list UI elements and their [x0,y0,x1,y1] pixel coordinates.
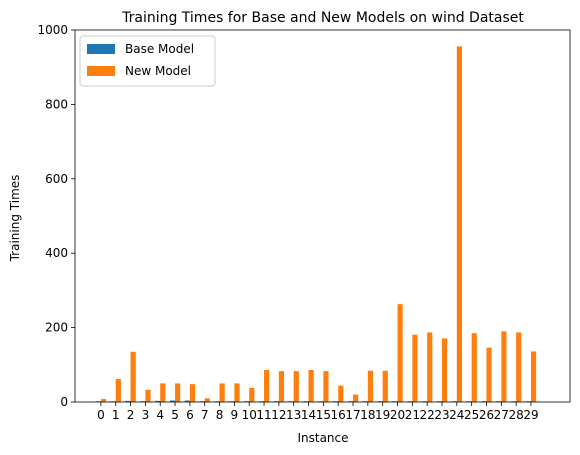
x-tick-label-29: 29 [523,408,538,422]
bar-new-0 [101,399,106,402]
y-tick-label-800: 800 [45,97,68,111]
bar-new-8 [220,383,225,402]
y-tick-label-200: 200 [45,321,68,335]
x-tick-label-4: 4 [156,408,164,422]
y-tick-label-0: 0 [60,395,68,409]
x-tick-label-14: 14 [301,408,316,422]
legend: Base Model New Model [80,36,215,86]
x-axis-label: Instance [297,431,348,445]
x-tick-label-19: 19 [375,408,390,422]
x-tick-label-22: 22 [420,408,435,422]
bar-new-3 [145,390,150,402]
bar-new-26 [486,348,491,402]
x-tick-label-27: 27 [494,408,509,422]
bar-new-22 [427,332,432,402]
x-tick-label-16: 16 [331,408,346,422]
x-tick-label-8: 8 [216,408,224,422]
x-tick-label-26: 26 [479,408,494,422]
x-tick-label-25: 25 [464,408,479,422]
x-tick-label-6: 6 [186,408,194,422]
x-tick-label-15: 15 [316,408,331,422]
bar-new-13 [294,371,299,402]
bar-new-9 [234,383,239,402]
bar-new-20 [398,304,403,402]
bar-new-21 [412,335,417,402]
x-tick-label-28: 28 [509,408,524,422]
bar-new-7 [205,398,210,402]
legend-swatch-base [87,44,115,54]
bar-new-17 [353,395,358,402]
legend-label-base: Base Model [125,42,194,56]
x-tick-label-24: 24 [449,408,464,422]
bar-new-28 [516,332,521,402]
bar-new-2 [131,352,136,402]
legend-label-new: New Model [125,64,191,78]
x-tick-label-0: 0 [97,408,105,422]
bar-new-18 [368,371,373,402]
y-axis-label: Training Times [8,175,22,263]
chart-title: Training Times for Base and New Models o… [121,10,524,26]
x-tick-label-20: 20 [390,408,405,422]
x-tick-label-18: 18 [360,408,375,422]
bar-new-4 [160,383,165,402]
bar-new-11 [264,370,269,402]
x-tick-label-11: 11 [256,408,271,422]
bar-new-12 [279,371,284,402]
legend-swatch-new [87,66,115,76]
bar-new-6 [190,384,195,402]
bar-new-16 [338,386,343,402]
x-tick-label-7: 7 [201,408,209,422]
x-tick-label-1: 1 [112,408,120,422]
x-tick-label-17: 17 [345,408,360,422]
bar-new-23 [442,338,447,402]
bar-new-29 [531,351,536,402]
bar-new-25 [472,333,477,402]
bar-new-19 [383,371,388,402]
x-tick-label-5: 5 [171,408,179,422]
x-tick-label-13: 13 [286,408,301,422]
bar-new-14 [309,370,314,402]
bar-new-10 [249,388,254,402]
x-tick-label-9: 9 [231,408,239,422]
x-tick-label-23: 23 [434,408,449,422]
y-tick-label-600: 600 [45,172,68,186]
y-tick-label-1000: 1000 [37,23,68,37]
y-tick-label-400: 400 [45,246,68,260]
x-tick-label-12: 12 [271,408,286,422]
bar-new-5 [175,383,180,402]
x-tick-label-21: 21 [405,408,420,422]
x-tick-label-10: 10 [242,408,257,422]
x-tick-label-2: 2 [127,408,135,422]
bar-new-15 [323,371,328,402]
bar-new-1 [116,379,121,402]
x-tick-label-3: 3 [142,408,150,422]
bar-new-27 [501,331,506,402]
bar-new-24 [457,46,462,402]
